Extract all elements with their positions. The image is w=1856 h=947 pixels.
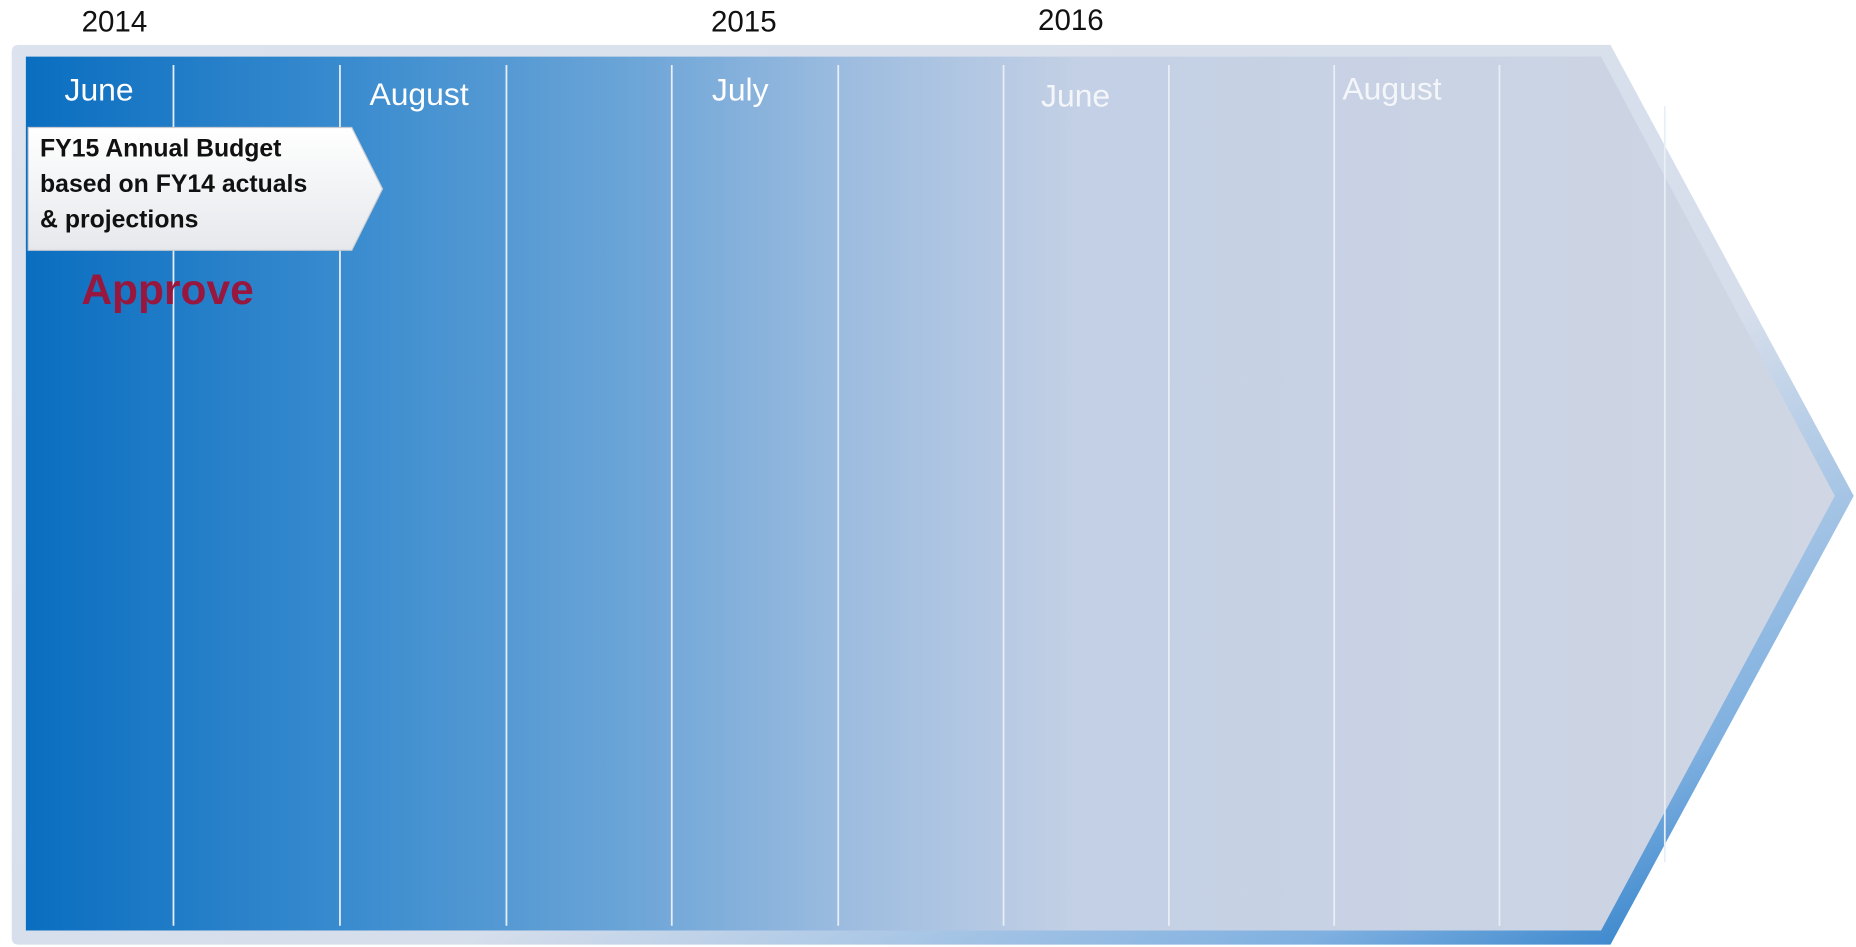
callout-line: FY15 Annual Budget bbox=[40, 136, 281, 163]
arrow-body bbox=[25, 56, 1835, 931]
month-label: June bbox=[1041, 77, 1110, 113]
callout-line: based on FY14 actuals bbox=[40, 171, 307, 198]
year-label: 2014 bbox=[82, 5, 148, 38]
year-label: 2016 bbox=[1038, 4, 1104, 37]
status-label: Approve bbox=[81, 267, 253, 314]
month-label: August bbox=[369, 76, 468, 112]
callout-box bbox=[27, 126, 384, 251]
year-label: 2015 bbox=[711, 5, 777, 38]
month-label: July bbox=[712, 72, 769, 108]
month-label: August bbox=[1342, 70, 1441, 106]
callout-line: & projections bbox=[40, 206, 198, 233]
month-label: June bbox=[65, 72, 134, 108]
